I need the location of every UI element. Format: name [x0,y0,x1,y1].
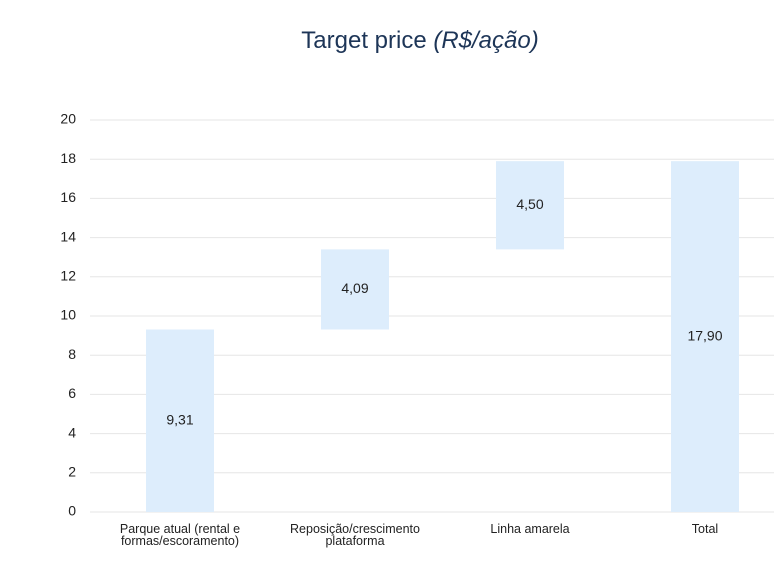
data-label: 4,09 [341,280,368,296]
y-tick-label: 10 [60,307,76,323]
y-tick-label: 20 [60,111,76,127]
y-tick-label: 12 [60,268,76,284]
y-tick-label: 6 [68,385,76,401]
bar [496,161,564,250]
bar [146,329,214,512]
x-tick-label: Linha amarela [490,522,570,536]
y-tick-label: 0 [68,503,76,519]
x-tick-label: Reposição/crescimento plataforma [290,522,420,548]
y-tick-label: 16 [60,189,76,205]
title-main: Target price [301,27,426,54]
chart-title: Target price (R$/ação) [301,27,538,54]
x-tick-label: Parque atual (rental e formas/escorament… [119,522,241,548]
bar [321,249,389,330]
data-label: 9,31 [166,411,193,427]
x-tick-label: Total [691,522,719,536]
y-tick-label: 4 [68,424,76,440]
y-tick-label: 2 [68,464,76,480]
data-label: 17,90 [687,327,722,343]
y-tick-label: 8 [68,346,76,362]
bar [671,161,739,512]
data-label: 4,50 [516,196,543,212]
y-tick-label: 18 [60,150,76,166]
y-tick-label: 14 [60,228,76,244]
title-unit: (R$/ação) [433,27,538,54]
